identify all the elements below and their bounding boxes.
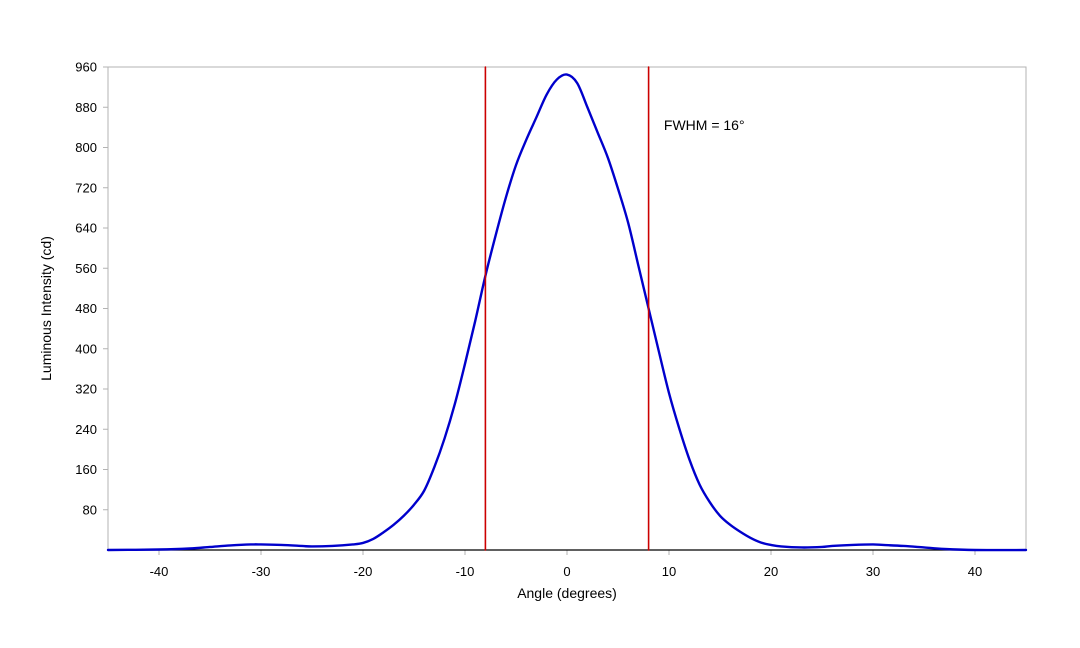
y-tick-label: 880 <box>75 100 97 115</box>
series-layer <box>106 66 1028 552</box>
y-tick-label: 800 <box>75 140 97 155</box>
x-tick-label: -10 <box>456 564 475 579</box>
intensity-curve <box>106 73 1028 552</box>
plot-frame <box>107 66 1027 551</box>
x-tick-label: 30 <box>866 564 880 579</box>
y-tick-label: 240 <box>75 422 97 437</box>
y-tick-label: 960 <box>75 60 97 75</box>
x-tick-label: 40 <box>968 564 982 579</box>
y-tick-label: 80 <box>83 502 97 517</box>
x-tick-labels: -40 -30 -20 -10 0 10 20 30 40 <box>150 564 983 579</box>
y-tick-label: 480 <box>75 301 97 316</box>
y-tick-label: 160 <box>75 462 97 477</box>
x-tick-label: 20 <box>764 564 778 579</box>
y-axis-title: Luminous Intensity (cd) <box>38 236 54 381</box>
plot-area <box>107 66 1027 551</box>
x-axis-title: Angle (degrees) <box>517 585 617 601</box>
x-tick-label: -40 <box>150 564 169 579</box>
y-tick-label: 720 <box>75 180 97 195</box>
x-tick-label: -30 <box>252 564 271 579</box>
y-tick-labels: 80 160 240 320 400 480 560 640 720 800 880 960 <box>75 60 97 518</box>
x-tick-label: 10 <box>662 564 676 579</box>
annotations: FWHM = 16° <box>664 117 745 133</box>
y-tick-label: 640 <box>75 221 97 236</box>
y-tick-label: 400 <box>75 341 97 356</box>
y-tick-label: 560 <box>75 261 97 276</box>
y-tick-label: 320 <box>75 382 97 397</box>
x-tick-label: 0 <box>563 564 570 579</box>
fwhm-annotation: FWHM = 16° <box>664 117 745 133</box>
x-tick-label: -20 <box>354 564 373 579</box>
